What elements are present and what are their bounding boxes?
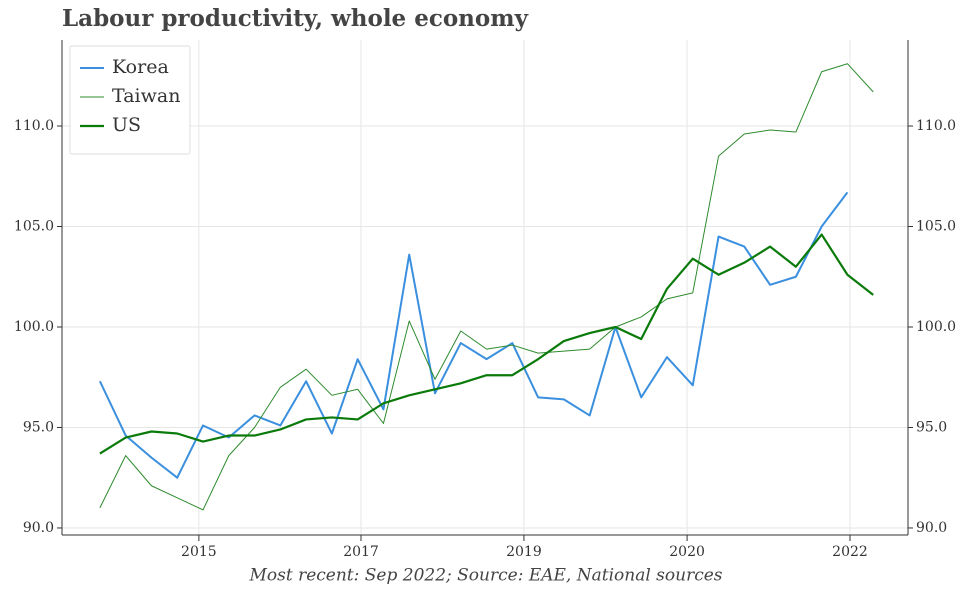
y2-tick-label: 90.0	[916, 520, 947, 536]
x-tick-label: 2022	[832, 544, 868, 560]
y-tick-label: 90.0	[23, 520, 54, 536]
y2-tick-label: 95.0	[916, 419, 947, 435]
series-line	[99, 233, 874, 455]
series-line	[99, 63, 874, 511]
legend-label: US	[112, 114, 141, 136]
y-tick-label: 110.0	[14, 118, 54, 134]
x-tick-label: 2019	[506, 544, 542, 560]
footnote: Most recent: Sep 2022; Source: EAE, Nati…	[248, 566, 722, 586]
y2-tick-label: 105.0	[916, 219, 956, 235]
legend-label: Korea	[112, 56, 169, 78]
y2-tick-label: 110.0	[916, 118, 956, 134]
y-tick-label: 100.0	[14, 319, 54, 335]
chart-title: Labour productivity, whole economy	[62, 5, 529, 32]
y2-tick-label: 100.0	[916, 319, 956, 335]
x-tick-label: 2020	[669, 544, 705, 560]
legend-label: Taiwan	[112, 85, 180, 107]
x-tick-label: 2017	[343, 544, 379, 560]
y-tick-label: 95.0	[23, 419, 54, 435]
x-tick-label: 2015	[181, 544, 217, 560]
series-line	[98, 191, 849, 479]
y-tick-label: 105.0	[14, 219, 54, 235]
